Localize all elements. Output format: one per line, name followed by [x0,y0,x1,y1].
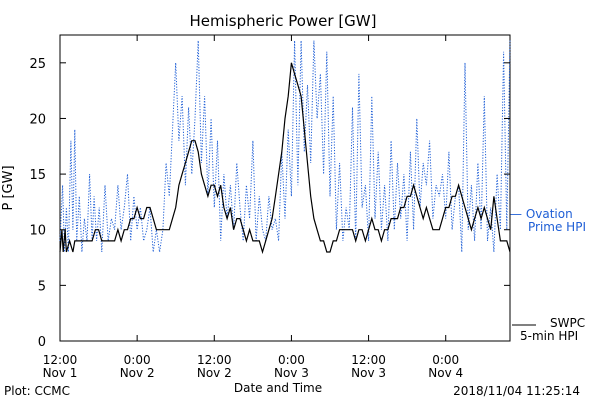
x-tick-label: Nov 3 [351,366,386,380]
y-axis: 0 5 10 15 20 25 [29,57,510,350]
x-tick-label: 0:00 [432,353,459,367]
series-swpc-line [59,62,511,255]
legend-swpc-line2: 5-min HPI [520,329,578,343]
legend-ovation-line2: Prime HPI [528,220,586,234]
legend-ovation-line1: — Ovation [510,207,573,221]
y-tick-label: 5 [38,279,46,294]
plot-frame [59,34,511,342]
y-tick-label: 0 [38,335,46,350]
legend-swpc: SWPC 5-min HPI [512,316,585,343]
x-tick-label: Nov 3 [274,366,309,380]
x-tick-label: Nov 4 [428,366,463,380]
x-tick-label: 0:00 [278,353,305,367]
legend-ovation: — Ovation Prime HPI [510,207,586,234]
y-tick-label: 25 [29,57,46,72]
x-tick-label: 12:00 [351,353,386,367]
y-tick-label: 10 [29,224,46,239]
timestamp: 2018/11/04 11:25:14 [453,384,580,398]
x-tick-label: 0:00 [124,353,151,367]
series-layer [59,40,511,255]
x-axis-label: Date and Time [234,381,322,395]
x-tick-label: Nov 2 [197,366,232,380]
y-tick-label: 20 [29,112,46,127]
x-tick-label: 12:00 [197,353,232,367]
x-tick-label: 12:00 [43,353,78,367]
y-tick-label: 15 [29,168,46,183]
plot-credit: Plot: CCMC [4,384,70,398]
legend-swpc-line1: SWPC [550,316,585,330]
y-axis-label: P [GW] [1,165,16,210]
series-ovation-line [59,40,511,253]
chart-title: Hemispheric Power [GW] [190,12,377,30]
x-tick-label: Nov 2 [120,366,155,380]
x-tick-label: Nov 1 [43,366,78,380]
